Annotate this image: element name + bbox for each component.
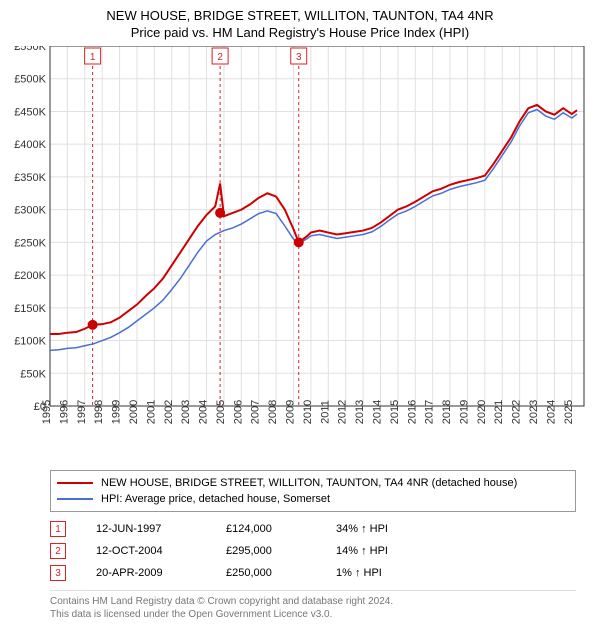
chart-title-line2: Price paid vs. HM Land Registry's House …	[8, 25, 592, 40]
footer-line2: This data is licensed under the Open Gov…	[50, 608, 576, 621]
svg-text:2009: 2009	[285, 400, 297, 424]
svg-text:2010: 2010	[302, 400, 314, 424]
svg-text:£250K: £250K	[14, 237, 46, 249]
svg-text:2021: 2021	[493, 400, 505, 424]
event-row: 1 12-JUN-1997 £124,000 34% ↑ HPI	[50, 518, 576, 540]
svg-text:2016: 2016	[406, 400, 418, 424]
svg-text:2020: 2020	[476, 400, 488, 424]
event-hpi: 1% ↑ HPI	[336, 567, 416, 579]
svg-text:2001: 2001	[145, 400, 157, 424]
svg-text:2004: 2004	[198, 400, 210, 424]
legend-row: NEW HOUSE, BRIDGE STREET, WILLITON, TAUN…	[57, 475, 569, 491]
legend-label: NEW HOUSE, BRIDGE STREET, WILLITON, TAUN…	[101, 477, 517, 489]
legend: NEW HOUSE, BRIDGE STREET, WILLITON, TAUN…	[50, 470, 576, 512]
svg-text:£400K: £400K	[14, 139, 46, 151]
svg-text:1997: 1997	[76, 400, 88, 424]
event-hpi: 14% ↑ HPI	[336, 545, 416, 557]
event-date: 12-OCT-2004	[96, 545, 196, 557]
svg-text:2000: 2000	[128, 400, 140, 424]
svg-text:1995: 1995	[41, 400, 53, 424]
svg-text:2015: 2015	[389, 400, 401, 424]
event-table: 1 12-JUN-1997 £124,000 34% ↑ HPI 2 12-OCT-200…	[50, 518, 576, 584]
legend-swatch	[57, 482, 93, 484]
svg-text:1996: 1996	[58, 400, 70, 424]
svg-text:2022: 2022	[511, 400, 523, 424]
svg-text:2014: 2014	[371, 400, 383, 424]
svg-text:£450K: £450K	[14, 106, 46, 118]
svg-text:2006: 2006	[232, 400, 244, 424]
svg-text:2023: 2023	[528, 400, 540, 424]
event-number-box: 1	[50, 521, 66, 537]
svg-text:£500K: £500K	[14, 74, 46, 86]
footer-attribution: Contains HM Land Registry data © Crown c…	[50, 590, 576, 621]
svg-text:2: 2	[217, 52, 223, 63]
svg-text:2017: 2017	[424, 400, 436, 424]
legend-swatch	[57, 498, 93, 500]
event-price: £124,000	[226, 523, 306, 535]
event-hpi: 34% ↑ HPI	[336, 523, 416, 535]
svg-text:£350K: £350K	[14, 172, 46, 184]
svg-text:1999: 1999	[111, 400, 123, 424]
svg-text:2007: 2007	[250, 400, 262, 424]
svg-text:3: 3	[296, 52, 302, 63]
event-row: 2 12-OCT-2004 £295,000 14% ↑ HPI	[50, 540, 576, 562]
svg-text:£100K: £100K	[14, 336, 46, 348]
svg-text:£150K: £150K	[14, 303, 46, 315]
event-number-box: 3	[50, 565, 66, 581]
svg-text:2018: 2018	[441, 400, 453, 424]
svg-text:1998: 1998	[93, 400, 105, 424]
svg-text:2002: 2002	[163, 400, 175, 424]
legend-label: HPI: Average price, detached house, Some…	[101, 493, 330, 505]
event-number-box: 2	[50, 543, 66, 559]
event-price: £295,000	[226, 545, 306, 557]
event-date: 20-APR-2009	[96, 567, 196, 579]
svg-text:2005: 2005	[215, 400, 227, 424]
svg-text:2025: 2025	[563, 400, 575, 424]
event-price: £250,000	[226, 567, 306, 579]
svg-text:2012: 2012	[337, 400, 349, 424]
chart-title-block: NEW HOUSE, BRIDGE STREET, WILLITON, TAUN…	[8, 8, 592, 40]
legend-row: HPI: Average price, detached house, Some…	[57, 491, 569, 507]
footer-line1: Contains HM Land Registry data © Crown c…	[50, 595, 576, 608]
svg-text:2011: 2011	[319, 400, 331, 424]
chart-title-line1: NEW HOUSE, BRIDGE STREET, WILLITON, TAUN…	[8, 8, 592, 23]
svg-text:1: 1	[90, 52, 96, 63]
svg-text:£300K: £300K	[14, 205, 46, 217]
price-chart: £0£50K£100K£150K£200K£250K£300K£350K£400…	[8, 46, 592, 466]
chart-svg: £0£50K£100K£150K£200K£250K£300K£350K£400…	[8, 46, 592, 466]
svg-text:£200K: £200K	[14, 270, 46, 282]
event-date: 12-JUN-1997	[96, 523, 196, 535]
svg-text:2013: 2013	[354, 400, 366, 424]
svg-text:2003: 2003	[180, 400, 192, 424]
svg-text:2008: 2008	[267, 400, 279, 424]
svg-text:£50K: £50K	[20, 368, 46, 380]
svg-text:2019: 2019	[458, 400, 470, 424]
svg-text:£550K: £550K	[14, 46, 46, 53]
svg-text:2024: 2024	[545, 400, 557, 424]
event-row: 3 20-APR-2009 £250,000 1% ↑ HPI	[50, 562, 576, 584]
